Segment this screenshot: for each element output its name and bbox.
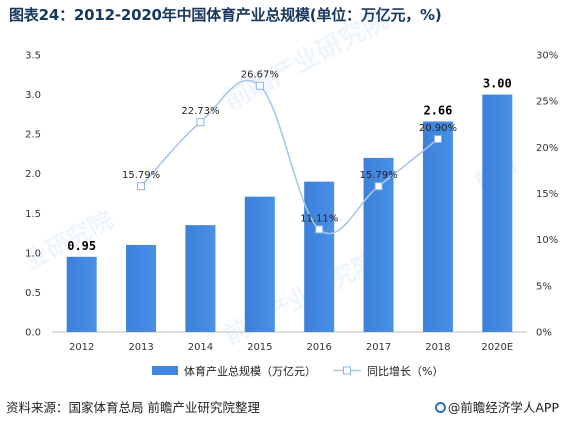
bar [482, 94, 513, 332]
legend: 体育产业总规模（万亿元） 同比增长（%） [152, 364, 443, 378]
brand-logo-icon [434, 402, 446, 413]
line-point [196, 118, 205, 127]
legend-bar-label: 体育产业总规模（万亿元） [184, 364, 316, 378]
bar-series: 0.95 2.66 3.00 [66, 77, 513, 332]
combo-chart: 前瞻产业研究院 业研究院 前瞻产业研究院 前瞻 0.00.51.01.52.02… [20, 3, 559, 378]
y-left-tick-label: 3.0 [25, 90, 41, 101]
bar-data-label: 3.00 [483, 77, 512, 91]
y-left-tick-label: 2.0 [25, 169, 41, 180]
y-left-tick-label: 1.0 [25, 248, 41, 259]
x-tick-label: 2016 [306, 342, 331, 353]
x-axis-ticks: 2012 2013 2014 2015 2016 2017 2018 2020E [69, 342, 513, 353]
y-right-tick-label: 25% [536, 97, 558, 108]
line-point [374, 182, 383, 191]
chart-title: 图表24：2012-2020年中国体育产业总规模(单位：万亿元，%) [9, 6, 442, 24]
bar [66, 256, 97, 332]
bar [126, 244, 157, 332]
line-series: 15.79% 22.73% 26.67% 11.11% 15.79% 20.90% [122, 70, 457, 235]
x-tick-label: 2014 [188, 342, 213, 353]
x-tick-label: 2018 [425, 342, 450, 353]
y-left-tick-label: 3.5 [25, 51, 41, 62]
bar [185, 225, 216, 332]
brand-credit: @前瞻经济学人APP [434, 397, 559, 416]
x-tick-label: 2013 [128, 342, 153, 353]
legend-line-marker [343, 366, 351, 375]
left-axis: 0.0 0.5 1.0 1.5 2.0 2.5 3.0 3.5 [25, 51, 41, 339]
y-left-tick-label: 1.5 [25, 209, 41, 220]
y-left-tick-label: 0.5 [25, 288, 41, 299]
line-data-label: 15.79% [122, 170, 160, 181]
line-data-label: 26.67% [241, 70, 279, 81]
y-left-tick-label: 0.0 [25, 328, 41, 339]
y-right-tick-label: 10% [536, 235, 558, 246]
line-data-label: 15.79% [359, 170, 397, 181]
legend-line-label: 同比增长（%） [367, 364, 443, 378]
bar [422, 121, 453, 332]
svg-text:前瞻产业研究院: 前瞻产业研究院 [220, 247, 381, 351]
y-right-tick-label: 20% [536, 143, 558, 154]
legend-bar-swatch [152, 366, 178, 375]
y-left-tick-label: 2.5 [25, 130, 41, 141]
x-tick-label: 2017 [366, 342, 391, 353]
y-right-tick-label: 5% [536, 281, 552, 292]
y-right-tick-label: 30% [536, 51, 558, 62]
line-point [137, 182, 146, 191]
right-axis: 0% 5% 10% 15% 20% 25% 30% [536, 51, 558, 339]
svg-text:前瞻产业研究院: 前瞻产业研究院 [219, 3, 394, 116]
x-tick-label: 2015 [247, 342, 272, 353]
x-tick-label: 2012 [69, 342, 94, 353]
bar-data-label: 2.66 [423, 103, 452, 117]
line-point [433, 135, 442, 144]
line-data-label: 11.11% [300, 213, 338, 224]
bar [244, 196, 275, 332]
y-right-tick-label: 0% [536, 328, 552, 339]
x-tick-label: 2020E [481, 342, 513, 353]
y-right-tick-label: 15% [536, 189, 558, 200]
line-point [255, 81, 264, 90]
brand-text: @前瞻经济学人APP [447, 400, 559, 415]
source-note: 资料来源：国家体育总局 前瞻产业研究院整理 [6, 400, 260, 415]
line-data-label: 22.73% [181, 106, 219, 117]
line-point [315, 225, 324, 234]
line-data-label: 20.90% [419, 123, 457, 134]
bar [304, 181, 335, 332]
bar-data-label: 0.95 [67, 239, 96, 253]
